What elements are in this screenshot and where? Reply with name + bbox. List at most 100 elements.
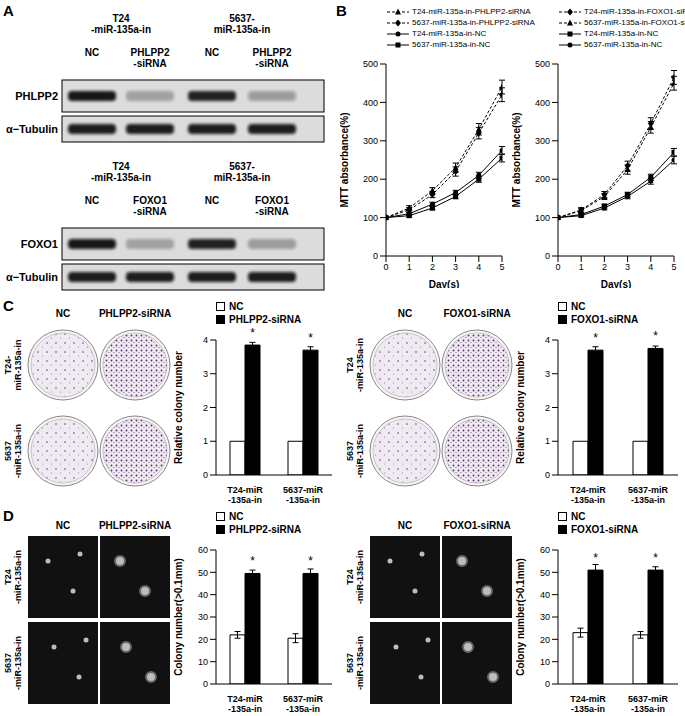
- svg-text:60: 60: [540, 545, 550, 555]
- svg-text:*: *: [250, 554, 255, 568]
- svg-text:5637-miR-135a-in: 5637-miR-135a-in: [628, 485, 669, 505]
- svg-text:0: 0: [383, 262, 388, 272]
- svg-text:5637-miR-135a-in: 5637-miR-135a-in: [214, 161, 271, 183]
- svg-text:50: 50: [540, 568, 550, 578]
- svg-text:PHLPP2-siRNA: PHLPP2-siRNA: [253, 47, 292, 69]
- svg-text:PHLPP2: PHLPP2: [15, 90, 58, 102]
- svg-text:NC: NC: [398, 308, 412, 319]
- svg-text:1: 1: [545, 436, 550, 446]
- svg-text:100: 100: [363, 213, 378, 223]
- svg-text:2: 2: [203, 403, 208, 413]
- svg-text:*: *: [308, 331, 313, 345]
- svg-text:4: 4: [648, 262, 653, 272]
- svg-text:4: 4: [476, 262, 481, 272]
- svg-text:T24-miR-135a-in: T24-miR-135a-in: [227, 694, 263, 714]
- svg-text:5637-miR-135a-in: 5637-miR-135a-in: [214, 13, 271, 35]
- svg-text:T24-miR-135a-in: T24-miR-135a-in: [8, 339, 23, 390]
- svg-text:1: 1: [407, 262, 412, 272]
- svg-text:α−Tubulin: α−Tubulin: [8, 271, 58, 283]
- svg-text:α−Tubulin: α−Tubulin: [8, 123, 58, 135]
- svg-text:400: 400: [363, 98, 378, 108]
- svg-text:*: *: [593, 331, 598, 345]
- svg-text:FOXO1-siRNA: FOXO1-siRNA: [443, 308, 510, 319]
- svg-text:FOXO1-siRNA: FOXO1-siRNA: [255, 195, 289, 217]
- svg-text:Colony number(>0.1mm): Colony number(>0.1mm): [515, 558, 526, 676]
- svg-text:Day(s): Day(s): [429, 279, 460, 288]
- svg-text:*: *: [593, 551, 598, 565]
- svg-text:T24-miR-135a-in: T24-miR-135a-in: [8, 550, 23, 604]
- svg-text:*: *: [308, 554, 313, 568]
- svg-text:Relative colony number: Relative colony number: [173, 351, 184, 464]
- svg-text:5637-miR-135a-in: 5637-miR-135a-in: [8, 424, 23, 478]
- svg-text:0: 0: [203, 470, 208, 480]
- svg-text:T24-miR-135a-in: T24-miR-135a-in: [91, 13, 151, 35]
- svg-text:0: 0: [373, 251, 378, 261]
- svg-text:T24-miR-135a-in: T24-miR-135a-in: [91, 161, 151, 183]
- svg-text:300: 300: [363, 136, 378, 146]
- svg-text:10: 10: [198, 657, 208, 667]
- svg-text:40: 40: [540, 590, 550, 600]
- svg-text:*: *: [653, 551, 658, 565]
- svg-text:*: *: [250, 328, 255, 340]
- svg-text:NC: NC: [398, 520, 412, 531]
- svg-text:1: 1: [579, 262, 584, 272]
- svg-text:3: 3: [453, 262, 458, 272]
- svg-text:0: 0: [545, 470, 550, 480]
- svg-text:2: 2: [545, 403, 550, 413]
- svg-text:500: 500: [535, 59, 550, 69]
- svg-text:MTT absorbance(%): MTT absorbance(%): [340, 112, 350, 207]
- svg-text:Day(s): Day(s): [601, 279, 632, 288]
- svg-text:500: 500: [363, 59, 378, 69]
- svg-text:FOXO1: FOXO1: [21, 238, 58, 250]
- svg-text:2: 2: [602, 262, 607, 272]
- svg-text:60: 60: [198, 545, 208, 555]
- svg-text:T24-miR-135a-in: T24-miR-135a-in: [345, 338, 365, 392]
- svg-text:5637-miR-135a-in: 5637-miR-135a-in: [628, 694, 669, 714]
- svg-text:T24-miR-135a-in: T24-miR-135a-in: [570, 485, 606, 505]
- svg-text:20: 20: [540, 635, 550, 645]
- svg-text:4: 4: [545, 335, 550, 345]
- svg-text:T24-miR-135a-in: T24-miR-135a-in: [227, 485, 263, 505]
- svg-text:T24-miR-135a-in: T24-miR-135a-in: [345, 550, 365, 604]
- svg-text:Colony number(>0.1mm): Colony number(>0.1mm): [173, 558, 184, 676]
- svg-text:*: *: [653, 329, 658, 343]
- svg-text:400: 400: [535, 98, 550, 108]
- svg-text:200: 200: [363, 174, 378, 184]
- svg-text:5637-miR-135a-in: 5637-miR-135a-in: [345, 424, 365, 478]
- svg-text:0: 0: [545, 251, 550, 261]
- svg-text:5: 5: [671, 262, 676, 272]
- svg-text:4: 4: [203, 335, 208, 345]
- svg-text:NC: NC: [56, 308, 70, 319]
- svg-text:NC: NC: [85, 47, 99, 58]
- svg-text:3: 3: [203, 369, 208, 379]
- svg-text:30: 30: [540, 612, 550, 622]
- svg-text:FOXO1-siRNA: FOXO1-siRNA: [443, 520, 510, 531]
- svg-text:NC: NC: [56, 520, 70, 531]
- svg-text:T24-miR-135a-in: T24-miR-135a-in: [570, 694, 606, 714]
- svg-text:NC: NC: [205, 47, 219, 58]
- svg-text:PHLPP2-siRNA: PHLPP2-siRNA: [131, 47, 170, 69]
- svg-text:NC: NC: [205, 195, 219, 206]
- svg-text:Relative colony number: Relative colony number: [515, 351, 526, 464]
- svg-text:5: 5: [499, 262, 504, 272]
- svg-text:5637-miR-135a-in: 5637-miR-135a-in: [8, 636, 23, 690]
- svg-text:10: 10: [540, 657, 550, 667]
- svg-text:50: 50: [198, 568, 208, 578]
- svg-text:MTT absorbance(%): MTT absorbance(%): [512, 112, 522, 207]
- svg-text:100: 100: [535, 213, 550, 223]
- svg-text:0: 0: [545, 679, 550, 689]
- svg-text:3: 3: [625, 262, 630, 272]
- svg-text:30: 30: [198, 612, 208, 622]
- svg-text:NC: NC: [85, 195, 99, 206]
- svg-text:2: 2: [430, 262, 435, 272]
- svg-text:40: 40: [198, 590, 208, 600]
- svg-text:5637-miR-135a-in: 5637-miR-135a-in: [283, 694, 324, 714]
- svg-text:0: 0: [555, 262, 560, 272]
- svg-text:0: 0: [203, 679, 208, 689]
- svg-text:20: 20: [198, 635, 208, 645]
- svg-text:300: 300: [535, 136, 550, 146]
- svg-text:1: 1: [203, 436, 208, 446]
- svg-text:5637-miR-135a-in: 5637-miR-135a-in: [283, 485, 324, 505]
- svg-text:5637-miR-135a-in: 5637-miR-135a-in: [345, 636, 365, 690]
- svg-text:200: 200: [535, 174, 550, 184]
